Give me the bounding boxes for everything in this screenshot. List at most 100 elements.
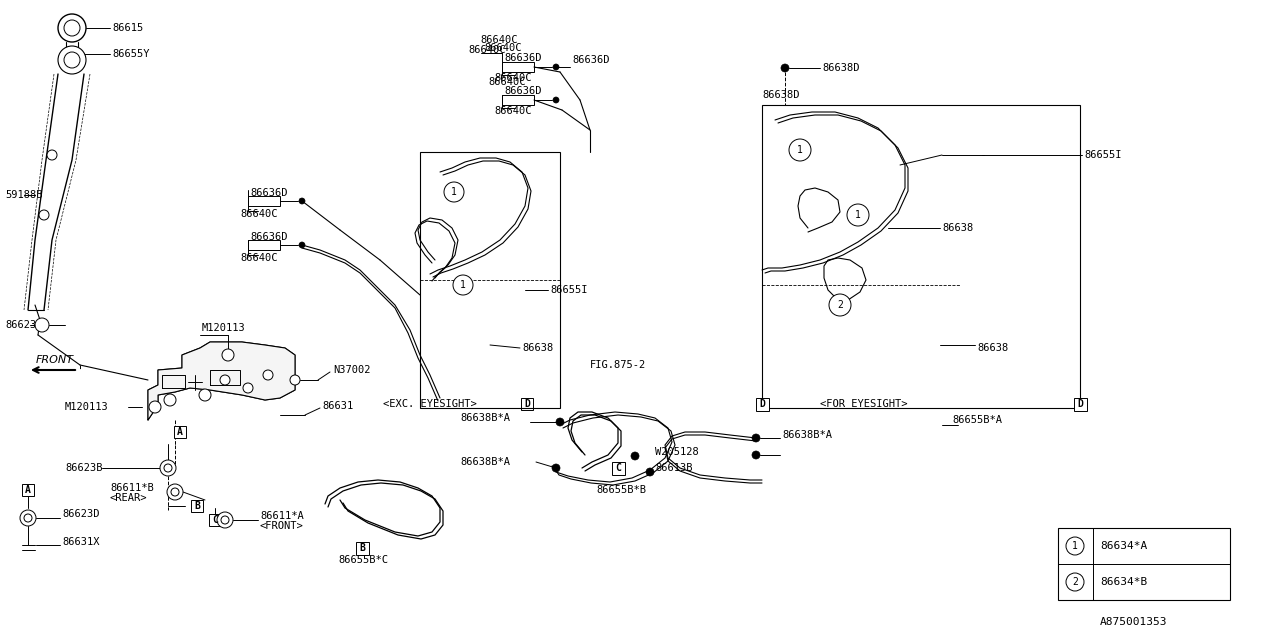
Text: 1: 1: [797, 145, 803, 155]
Text: 86638: 86638: [942, 223, 973, 233]
Text: 86638: 86638: [522, 343, 553, 353]
Text: 86638B*A: 86638B*A: [782, 430, 832, 440]
Circle shape: [781, 64, 788, 72]
Text: 86636D: 86636D: [250, 232, 288, 242]
Text: 86611*A: 86611*A: [260, 511, 303, 521]
Text: A: A: [177, 427, 183, 437]
Circle shape: [291, 375, 300, 385]
Bar: [521, 398, 532, 410]
Text: 86611*B: 86611*B: [110, 483, 154, 493]
Bar: [1059, 528, 1230, 600]
Text: 86655B*A: 86655B*A: [952, 415, 1002, 425]
Circle shape: [847, 204, 869, 226]
Text: <EXC. EYESIGHT>: <EXC. EYESIGHT>: [383, 399, 477, 409]
Bar: [612, 461, 625, 474]
Bar: [209, 514, 221, 526]
Text: 1: 1: [855, 210, 861, 220]
Circle shape: [552, 464, 561, 472]
Circle shape: [631, 452, 639, 460]
Text: 86613B: 86613B: [655, 463, 692, 473]
Text: W205128: W205128: [655, 447, 699, 457]
Circle shape: [160, 460, 177, 476]
Text: D: D: [1076, 399, 1083, 409]
Circle shape: [646, 468, 654, 476]
Text: 1: 1: [451, 187, 457, 197]
Circle shape: [300, 198, 305, 204]
Text: 86638D: 86638D: [822, 63, 859, 73]
Bar: [755, 397, 768, 410]
Circle shape: [1066, 573, 1084, 591]
Text: 86636D: 86636D: [504, 86, 541, 96]
Circle shape: [1066, 537, 1084, 555]
Circle shape: [38, 210, 49, 220]
Text: D: D: [524, 399, 530, 409]
Text: D: D: [759, 399, 765, 409]
Polygon shape: [148, 342, 294, 420]
Text: 86640C: 86640C: [494, 106, 531, 116]
Text: 86636D: 86636D: [504, 53, 541, 63]
Text: 86634*B: 86634*B: [1100, 577, 1147, 587]
Circle shape: [64, 52, 79, 68]
Text: 86655I: 86655I: [1084, 150, 1121, 160]
Text: 86623D: 86623D: [61, 509, 100, 519]
Text: 86655B*B: 86655B*B: [596, 485, 646, 495]
Circle shape: [20, 510, 36, 526]
Bar: [248, 196, 280, 206]
Text: 59188B: 59188B: [5, 190, 42, 200]
Text: 86655Y: 86655Y: [113, 49, 150, 59]
Bar: [248, 240, 280, 250]
Text: 86636D: 86636D: [250, 188, 288, 198]
Text: 86640C: 86640C: [468, 45, 506, 55]
Circle shape: [164, 464, 172, 472]
Bar: [420, 152, 561, 408]
Text: A: A: [26, 485, 31, 495]
Text: 86638B*A: 86638B*A: [460, 457, 509, 467]
Text: B: B: [360, 543, 365, 553]
Text: 86638D: 86638D: [762, 90, 800, 100]
Text: 86640C: 86640C: [484, 43, 521, 53]
Circle shape: [24, 514, 32, 522]
Circle shape: [243, 383, 253, 393]
Text: 86655B*C: 86655B*C: [338, 555, 388, 565]
Circle shape: [221, 516, 229, 524]
Circle shape: [47, 150, 58, 160]
Text: 86638B*A: 86638B*A: [460, 413, 509, 423]
Text: 2: 2: [837, 300, 844, 310]
Circle shape: [220, 375, 230, 385]
Text: C: C: [212, 515, 218, 525]
Text: B: B: [195, 501, 200, 511]
Circle shape: [829, 294, 851, 316]
Circle shape: [553, 64, 559, 70]
Circle shape: [172, 488, 179, 496]
Text: 86640C: 86640C: [480, 35, 517, 45]
Circle shape: [262, 370, 273, 380]
Circle shape: [148, 401, 161, 413]
Circle shape: [556, 418, 564, 426]
Text: 86655I: 86655I: [550, 285, 588, 295]
Circle shape: [453, 275, 474, 295]
Text: FIG.875-2: FIG.875-2: [590, 360, 646, 370]
Text: FRONT: FRONT: [36, 355, 74, 365]
Text: 86638: 86638: [977, 343, 1009, 353]
Circle shape: [788, 139, 812, 161]
Text: 86634*A: 86634*A: [1100, 541, 1147, 551]
Circle shape: [553, 97, 559, 103]
Text: 2: 2: [1073, 577, 1078, 587]
Text: <FRONT>: <FRONT>: [260, 521, 303, 531]
Text: 86640C: 86640C: [494, 73, 531, 83]
Bar: [191, 500, 204, 512]
Text: 1: 1: [460, 280, 466, 290]
Bar: [1074, 397, 1087, 410]
Text: M120113: M120113: [202, 323, 246, 333]
Text: N37002: N37002: [333, 365, 370, 375]
Text: 86640C: 86640C: [241, 209, 278, 219]
Circle shape: [753, 451, 760, 459]
Circle shape: [58, 14, 86, 42]
Circle shape: [35, 318, 49, 332]
Text: C: C: [616, 463, 621, 473]
Bar: [174, 426, 186, 438]
Text: 86623B: 86623B: [65, 463, 102, 473]
Text: M120113: M120113: [65, 402, 109, 412]
Text: 86631: 86631: [323, 401, 353, 411]
Circle shape: [164, 394, 177, 406]
